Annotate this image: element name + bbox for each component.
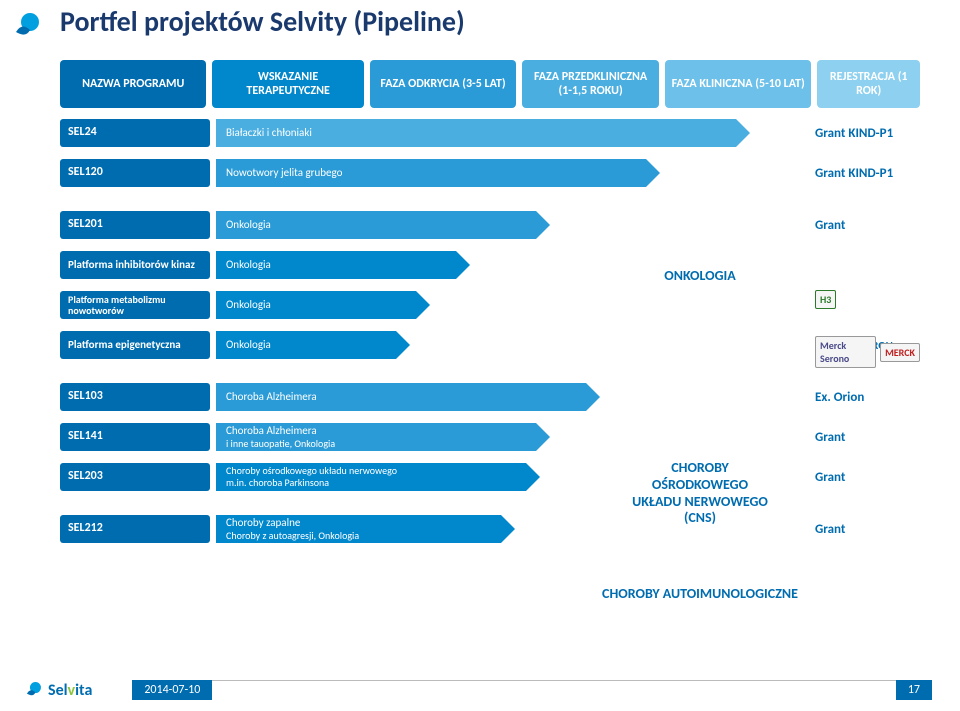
zone-auto: CHOROBY AUTOIMUNOLOGICZNE <box>590 586 810 603</box>
brand-logo-icon <box>8 8 44 44</box>
prog-sel120: SEL120 <box>60 159 210 187</box>
footer-logo-icon <box>22 679 44 701</box>
arrow-sel141: Choroba Alzheimerai inne tauopatie, Onko… <box>216 423 536 451</box>
row-sel103: SEL103 Choroba Alzheimera Ex. Orion <box>60 382 920 412</box>
prog-pep: Platforma epigenetyczna <box>60 331 210 359</box>
zone-onkologia: ONKOLOGIA <box>640 268 760 285</box>
col-program: NAZWA PROGRAMU <box>60 60 206 108</box>
pipeline-rows: SEL24 Białaczki i chłoniaki Grant KIND-P… <box>60 118 920 554</box>
grant-sel120: Grant KIND-P1 <box>815 166 920 181</box>
grant-sel141: Grant <box>815 430 920 445</box>
grant-sel201: Grant <box>815 218 920 233</box>
footer-brand: Selvita <box>48 681 92 700</box>
arrow-sel212: Choroby zapalneChoroby z autoagresji, On… <box>216 515 501 543</box>
arrow-sel24: Białaczki i chłoniaki <box>216 119 736 147</box>
partner-merck: Merck Serono MERCK <box>815 336 920 368</box>
col-preclinical: FAZA PRZEDKLINICZNA (1-1,5 ROKU) <box>522 60 659 108</box>
prog-sel141: SEL141 <box>60 423 210 451</box>
prog-sel212: SEL212 <box>60 515 210 543</box>
prog-sel203: SEL203 <box>60 463 210 491</box>
col-registration: REJESTRACJA (1 ROK) <box>817 60 920 108</box>
col-indication: WSKAZANIE TERAPEUTYCZNE <box>212 60 363 108</box>
row-sel120: SEL120 Nowotwory jelita grubego Grant KI… <box>60 158 920 188</box>
prog-sel103: SEL103 <box>60 383 210 411</box>
arrow-sel203: Choroby ośrodkowego układu nerwowegom.in… <box>216 463 526 491</box>
arrow-pmn: Onkologia <box>216 291 416 319</box>
merckserono-logo-icon: Merck Serono <box>815 336 876 368</box>
arrow-sel201: Onkologia <box>216 211 536 239</box>
grant-sel212: Grant <box>815 522 920 537</box>
merck-logo-icon: MERCK <box>880 343 920 362</box>
footer-date: 2014-07-10 <box>132 680 212 700</box>
prog-pik: Platforma inhibitorów kinaz <box>60 251 210 279</box>
row-sel141: SEL141 Choroba Alzheimerai inne tauopati… <box>60 422 920 452</box>
partner-h3: H3 <box>815 290 920 309</box>
col-discovery: FAZA ODKRYCIA (3-5 LAT) <box>370 60 516 108</box>
row-pik: Platforma inhibitorów kinaz Onkologia <box>60 250 920 280</box>
arrow-sel120: Nowotwory jelita grubego <box>216 159 646 187</box>
col-clinical: FAZA KLINICZNA (5-10 LAT) <box>665 60 811 108</box>
arrow-sel103: Choroba Alzheimera <box>216 383 586 411</box>
row-sel212: SEL212 Choroby zapalneChoroby z autoagre… <box>60 514 920 544</box>
prog-sel201: SEL201 <box>60 211 210 239</box>
row-pmn: Platforma metabolizmu nowotworów Onkolog… <box>60 290 920 320</box>
prog-pmn: Platforma metabolizmu nowotworów <box>60 291 210 319</box>
zone-cns: CHOROBY OŚRODKOWEGO UKŁADU NERWOWEGO (CN… <box>630 460 770 527</box>
column-headers: NAZWA PROGRAMU WSKAZANIE TERAPEUTYCZNE F… <box>60 60 920 108</box>
row-sel203: SEL203 Choroby ośrodkowego układu nerwow… <box>60 462 920 492</box>
prog-sel24: SEL24 <box>60 119 210 147</box>
grant-sel203: Grant <box>815 470 920 485</box>
footer: Selvita 2014-07-10 17 <box>0 677 960 703</box>
page-title: Portfel projektów Selvity (Pipeline) <box>60 4 465 39</box>
grant-sel24: Grant KIND-P1 <box>815 126 920 141</box>
row-sel201: SEL201 Onkologia Grant <box>60 210 920 240</box>
footer-page: 17 <box>896 680 932 700</box>
row-sel24: SEL24 Białaczki i chłoniaki Grant KIND-P… <box>60 118 920 148</box>
arrow-pep: Onkologia <box>216 331 396 359</box>
grant-sel103: Ex. Orion <box>815 390 920 405</box>
row-pep: Platforma epigenetyczna Onkologia Grant … <box>60 330 920 360</box>
arrow-pik: Onkologia <box>216 251 456 279</box>
h3-logo-icon: H3 <box>815 290 836 309</box>
